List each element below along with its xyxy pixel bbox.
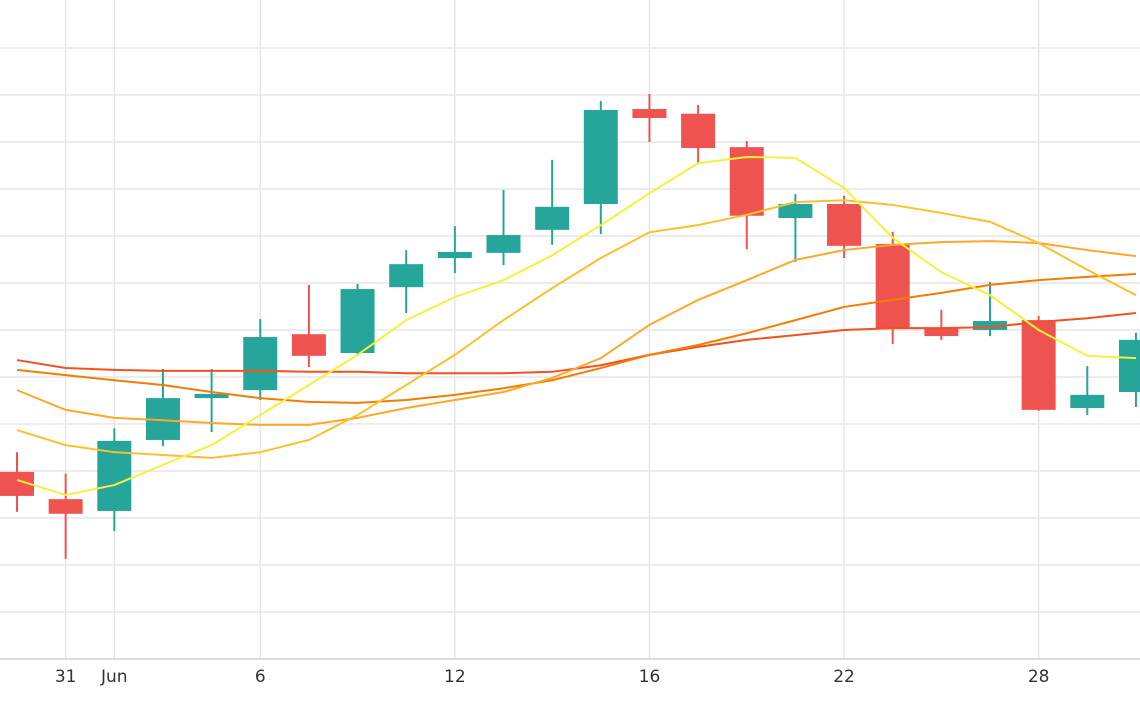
candle-body [1118,339,1140,393]
candle-body [340,289,375,354]
candle-body [924,328,959,337]
candle-body [1070,394,1105,408]
x-tick-label: 12 [444,667,466,687]
candle-body [486,235,521,253]
candle-body [437,251,472,259]
x-tick-label: 31 [55,667,77,687]
candle-body [194,393,229,399]
moving-average-line [16,155,1136,496]
candle-body [48,499,83,514]
candle-body [583,109,618,204]
x-tick-label: 6 [255,667,266,687]
candle-body [243,337,278,391]
candle-body [0,471,34,496]
moving-average-line [16,312,1137,375]
candle-body [875,243,910,329]
moving-average-line [16,240,1137,426]
candle-body [681,113,716,149]
candle-body [1021,320,1056,410]
candle-body [827,203,862,246]
moving-average-line [16,273,1137,404]
candle-body [535,206,570,230]
x-tick-label: 28 [1028,667,1050,687]
candle-body [632,109,667,118]
x-tick-label: Jun [100,667,128,687]
moving-average-line [16,199,1137,459]
candle-body [778,203,813,219]
candle-body [389,264,424,288]
candle-body [973,321,1007,330]
x-tick-label: 16 [639,667,661,687]
x-tick-label: 22 [833,667,855,687]
candle-body [291,334,326,356]
